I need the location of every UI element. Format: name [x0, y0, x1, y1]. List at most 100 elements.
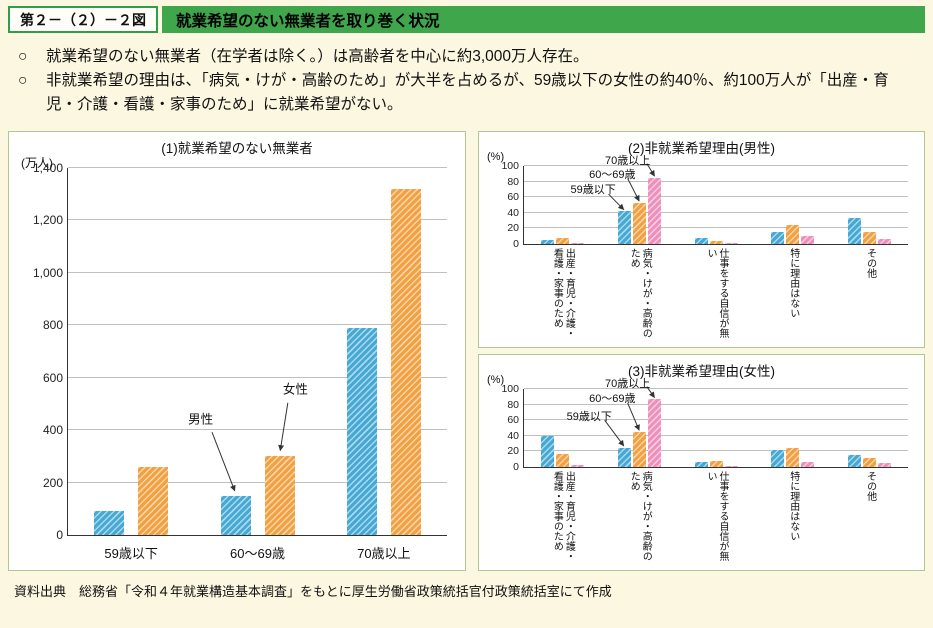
bullet-text: 非就業希望の理由は、「病気・けが・高齢のため」が大半を占めるが、59歳以下の女性…: [46, 72, 889, 114]
x-axis-category-label: 59歳以下: [104, 546, 158, 562]
bar-70歳以上: [570, 243, 584, 245]
gridline: [68, 271, 447, 273]
bar-70歳以上: [724, 465, 738, 468]
bar-60～69歳: [786, 224, 800, 245]
y-axis-tick-label: 100: [501, 383, 519, 396]
bar-59歳以下: [771, 449, 785, 468]
bar-70歳以上: [647, 177, 661, 245]
x-axis-category-label: 出産・育児・介護・看護・家事のため: [551, 248, 575, 339]
bullet-circle-marker: ○: [18, 72, 28, 90]
bar-60～69歳: [863, 457, 877, 468]
bar-女性: [390, 189, 421, 536]
bar-60～69歳: [555, 237, 569, 245]
bar-70歳以上: [801, 236, 815, 245]
x-axis-category-label: その他: [864, 248, 876, 279]
x-axis-category-label: 仕事をする自信が無い: [705, 471, 728, 562]
y-axis-tick-label: 1,400: [32, 161, 63, 176]
bar-59歳以下: [540, 240, 554, 245]
bar-男性: [94, 511, 125, 536]
bullet-text: 就業希望のない無業者（在学者は除く。）は高齢者を中心に約3,000万人存在。: [46, 48, 589, 65]
bar-59歳以下: [540, 435, 554, 468]
y-axis-tick-label: 800: [42, 318, 63, 333]
bar-59歳以下: [617, 447, 631, 468]
y-axis-tick-label: 60: [507, 414, 519, 427]
bar-60～69歳: [863, 232, 877, 245]
bar-70歳以上: [570, 464, 584, 468]
figure-number-label: 第２－（２）－２図: [8, 6, 158, 33]
bar-60～69歳: [632, 202, 646, 245]
y-axis-tick-label: 80: [507, 175, 519, 188]
chart-title: (1)就業希望のない無業者: [161, 141, 313, 157]
y-axis-unit-label: (%): [487, 374, 505, 387]
bar-70歳以上: [878, 239, 892, 245]
gridline: [524, 434, 908, 436]
series-annotation-label: 70歳以上: [605, 377, 651, 390]
y-axis-unit-label: (%): [487, 151, 505, 164]
bar-70歳以上: [801, 461, 815, 468]
x-axis-category-label: 特に理由はない: [787, 248, 799, 319]
bar-男性: [220, 495, 251, 536]
x-axis-category-label: 出産・育児・介護・看護・家事のため: [551, 471, 575, 562]
series-annotation-label: 70歳以上: [605, 154, 651, 167]
series-annotation-label: 60～69歳: [589, 168, 636, 181]
bar-70歳以上: [878, 463, 892, 468]
chart-panel-reasons-male: (2)非就業希望理由(男性) (%) 0 20 40 60 80 100 出産・育児・介護・…: [478, 131, 925, 349]
gridline: [68, 376, 447, 378]
chart-canvas: 0 200 400 600 800 1,000 1,200 1,400 59歳以下 60～69歳 7…: [15, 156, 459, 566]
gridline: [524, 403, 908, 405]
x-axis-category-label: 70歳以上: [357, 546, 411, 562]
gridline: [68, 429, 447, 431]
gridline: [524, 388, 908, 390]
charts-area: (1)就業希望のない無業者 (万人) 0 200 400 600 800 1,000 1,2…: [8, 131, 925, 572]
x-axis-category-label: 60～69歳: [230, 546, 285, 562]
plot-area: 0 20 40 60 80 100 出産・育児・介護・看護・家事のため 病気・けが・高齢のため…: [501, 155, 908, 338]
x-axis-category-label: 仕事をする自信が無い: [705, 248, 728, 339]
chart-canvas: 0 20 40 60 80 100 出産・育児・介護・看護・家事のため 病気・けが・高齢のため…: [485, 378, 918, 566]
chart-canvas: 0 20 40 60 80 100 出産・育児・介護・看護・家事のため 病気・けが・高齢のため…: [485, 155, 918, 343]
bar-70歳以上: [647, 399, 661, 468]
gridline: [524, 211, 908, 213]
gridline: [524, 227, 908, 229]
summary-bullets: ○ 就業希望のない無業者（在学者は除く。）は高齢者を中心に約3,000万人存在。…: [18, 45, 915, 117]
bar-60～69歳: [786, 447, 800, 468]
series-annotation-label: 59歳以下: [566, 410, 612, 423]
bar-59歳以下: [848, 455, 862, 468]
series-annotation-label: 59歳以下: [570, 184, 616, 197]
series-annotation-label: 女性: [282, 382, 308, 397]
gridline: [68, 481, 447, 483]
gridline: [68, 167, 447, 169]
y-axis-tick-label: 80: [507, 398, 519, 411]
gridline: [524, 165, 908, 167]
x-axis-category-label: 特に理由はない: [787, 471, 799, 542]
y-axis-unit-label: (万人): [21, 156, 53, 171]
gridline: [68, 324, 447, 326]
figure-title: 就業希望のない無業者を取り巻く状況: [162, 6, 925, 33]
chart-title: (2)非就業希望理由(男性): [628, 141, 775, 157]
gridline: [524, 450, 908, 452]
bar-59歳以下: [848, 218, 862, 245]
y-axis-tick-label: 0: [56, 528, 63, 543]
series-annotation-label: 60～69歳: [589, 393, 636, 406]
chart-panel-reasons-female: (3)非就業希望理由(女性) (%) 0 20 40 60 80 100 出産・育児・介護・…: [478, 354, 925, 572]
y-axis-tick-label: 1,000: [32, 265, 63, 280]
gridline: [524, 419, 908, 421]
y-axis-tick-label: 40: [507, 429, 519, 442]
y-axis-tick-label: 20: [507, 222, 519, 235]
bullet-item: ○ 非就業希望の理由は、「病気・けが・高齢のため」が大半を占めるが、59歳以下の…: [18, 69, 915, 117]
bar-男性: [346, 327, 377, 536]
y-axis-tick-label: 0: [513, 461, 519, 474]
bar-60～69歳: [555, 453, 569, 468]
y-axis-tick-label: 600: [42, 370, 63, 385]
chart-panel-nonworking-population: (1)就業希望のない無業者 (万人) 0 200 400 600 800 1,000 1,2…: [8, 131, 466, 572]
gridline: [68, 219, 447, 221]
y-axis-tick-label: 1,200: [32, 213, 63, 228]
bar-59歳以下: [771, 232, 785, 245]
y-axis-tick-label: 20: [507, 445, 519, 458]
bar-女性: [264, 456, 295, 536]
bullet-circle-marker: ○: [18, 48, 28, 65]
bar-女性: [138, 466, 169, 536]
right-chart-column: (2)非就業希望理由(男性) (%) 0 20 40 60 80 100 出産・育児・介護・…: [478, 131, 925, 572]
bullet-item: ○ 就業希望のない無業者（在学者は除く。）は高齢者を中心に約3,000万人存在。: [18, 45, 915, 69]
bar-59歳以下: [617, 211, 631, 245]
